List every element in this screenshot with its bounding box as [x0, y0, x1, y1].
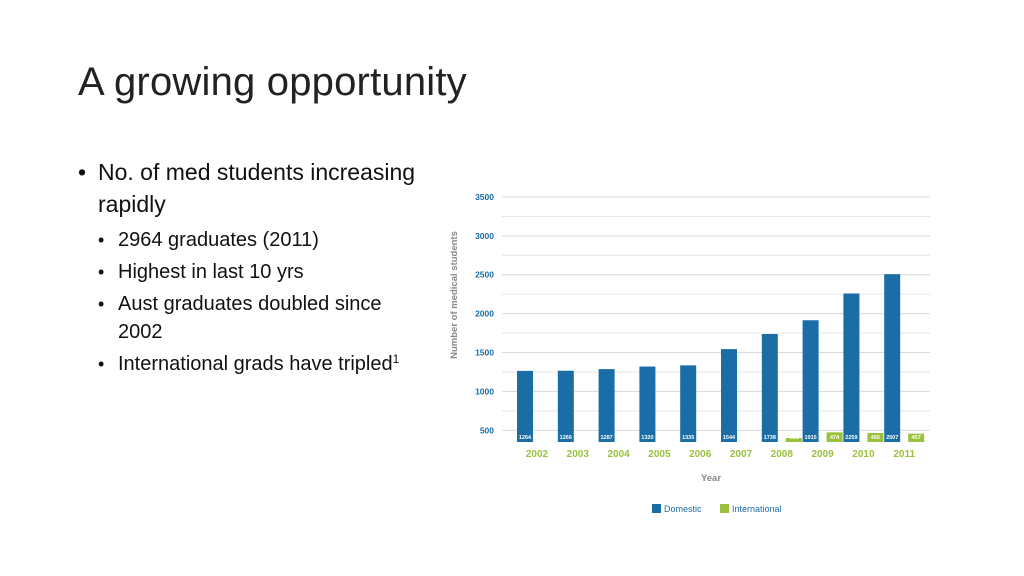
bar-international [908, 433, 925, 442]
bar-value-label: 1915 [804, 435, 816, 441]
bar-domestic [843, 293, 860, 442]
y-axis-title: Number of medical students [449, 231, 460, 359]
x-tick-label: 2007 [730, 449, 753, 460]
bar-domestic [598, 369, 615, 442]
bar-international [826, 432, 843, 442]
bar-value-label: 1320 [641, 435, 653, 441]
bar-value-label: 2507 [886, 435, 898, 441]
legend-swatch-domestic [652, 504, 661, 513]
y-tick-label: 500 [480, 425, 494, 435]
bar-value-label: 457 [912, 435, 921, 441]
bullet-item: No. of med students increasing rapidly [78, 156, 418, 220]
bar-value-label: 1544 [723, 435, 736, 441]
y-tick-label: 1500 [475, 348, 494, 358]
bar-domestic [680, 365, 697, 442]
footnote-marker: 1 [392, 352, 400, 366]
bar-value-label: 1738 [764, 435, 776, 441]
bar-value-label: 401 [789, 435, 798, 441]
x-tick-label: 2010 [852, 449, 875, 460]
bar-value-label: 267 [667, 435, 676, 441]
bar-domestic [721, 349, 737, 442]
sub-bullet-item: Aust graduates doubled since 2002 [96, 290, 418, 346]
bar-value-label: 1264 [519, 435, 532, 441]
bar-value-label: 203 [585, 435, 594, 441]
bar-value-label: 1266 [560, 435, 572, 441]
bar-chart: 500 1000 1500 2000 2500 3000 3500 Number of med… [449, 192, 930, 514]
y-tick-label: 3500 [475, 192, 494, 202]
y-tick-label: 2000 [475, 309, 494, 319]
sub-bullet-text: Highest in last 10 yrs [118, 261, 304, 283]
x-tick-label: 2003 [567, 449, 590, 460]
sub-bullet-text: 2964 graduates (2011) [118, 229, 319, 251]
bar-value-label: 465 [871, 435, 880, 441]
x-tick-label: 2004 [607, 449, 630, 460]
x-tick-label: 2006 [689, 449, 712, 460]
sub-bullet-text: International grads have tripled [118, 353, 393, 375]
sub-bullet-list: 2964 graduates (2011) Highest in last 10… [96, 226, 418, 378]
bar-domestic [517, 370, 533, 442]
legend-label: International [732, 504, 782, 514]
sub-bullet-item: International grads have tripled1 [96, 350, 418, 378]
bar-value-label: 1335 [682, 435, 694, 441]
x-tick-label: 2005 [648, 449, 671, 460]
y-tick-label: 3000 [475, 231, 494, 241]
y-tick-label: 2500 [475, 270, 494, 280]
x-tick-label: 2008 [771, 449, 794, 460]
bar-domestic [639, 366, 656, 442]
bar-domestic [802, 320, 819, 442]
x-axis-title: Year [701, 473, 721, 484]
bar-value-label: 298 [708, 435, 717, 441]
bar-international [867, 433, 884, 442]
slide-title: A growing opportunity [78, 60, 467, 104]
bar-value-label: 216 [626, 435, 635, 441]
bullet-text: No. of med students increasing rapidly [98, 159, 416, 217]
x-tick-label: 2009 [811, 449, 834, 460]
bar-value-label: 1287 [600, 435, 612, 441]
bar-value-label: 316 [748, 435, 757, 441]
bullet-list: No. of med students increasing rapidly 2… [78, 156, 418, 382]
bar-value-label: 161 [544, 435, 553, 441]
sub-bullet-text: Aust graduates doubled since 2002 [118, 293, 382, 343]
sub-bullet-item: Highest in last 10 yrs [96, 258, 418, 286]
bar-domestic [884, 274, 901, 442]
bar-value-label: 2259 [845, 435, 857, 441]
x-tick-label: 2002 [526, 449, 549, 460]
bar-domestic [557, 370, 574, 442]
legend-label: Domestic [664, 504, 702, 514]
bar-international [785, 438, 802, 442]
bar-domestic [761, 334, 778, 442]
sub-bullet-item: 2964 graduates (2011) [96, 226, 418, 254]
legend-swatch-international [720, 504, 729, 513]
x-tick-label: 2011 [893, 449, 915, 460]
bar-value-label: 474 [830, 435, 840, 441]
y-tick-label: 1000 [475, 386, 494, 396]
